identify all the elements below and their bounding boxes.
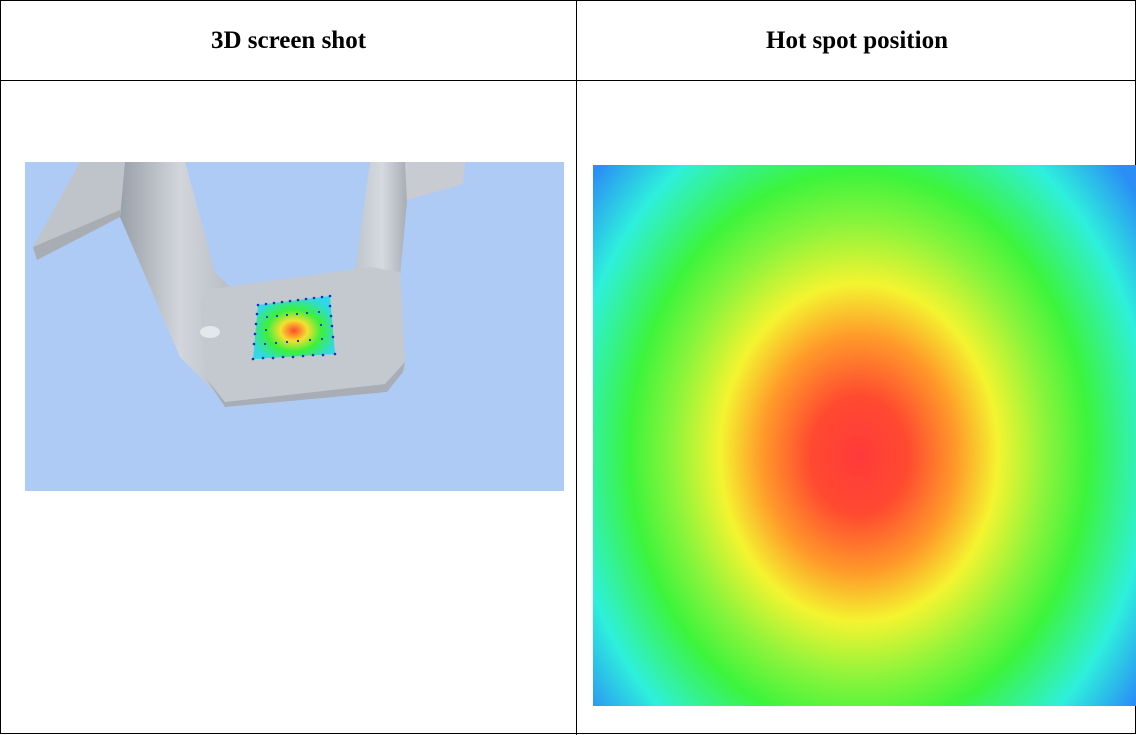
column-divider [576,1,577,735]
3d-model-screenshot [25,162,564,491]
header-hot-spot-position: Hot spot position [766,26,948,54]
hot-spot-heatmap [593,165,1136,706]
header-3d-screen-shot: 3D screen shot [210,26,367,54]
header-row-divider [1,80,1136,81]
